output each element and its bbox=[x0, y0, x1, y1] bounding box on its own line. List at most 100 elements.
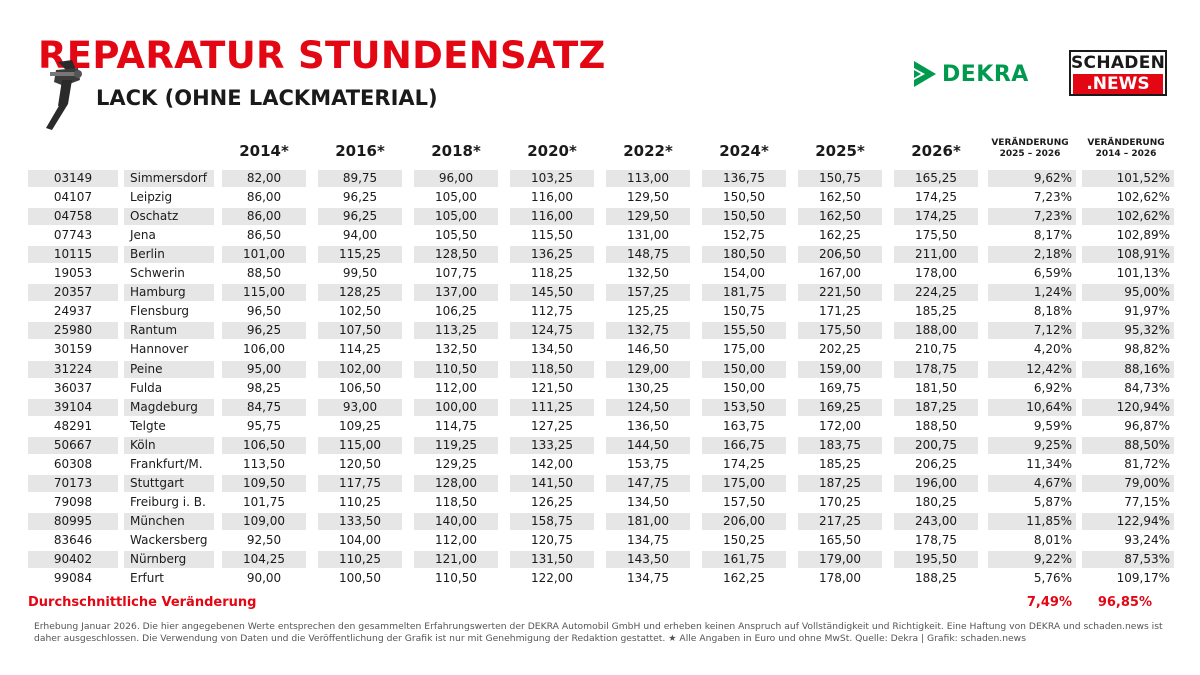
rate-cell: 131,00 bbox=[627, 228, 669, 243]
rate-cell: 121,00 bbox=[414, 551, 498, 568]
change-2014-2026-cell: 88,50% bbox=[1082, 436, 1174, 454]
rate-cell: 187,25 bbox=[798, 474, 882, 492]
rate-cell: 119,25 bbox=[414, 436, 498, 454]
table-row: 04107 Leipzig 86,00 96,25 105,00 116,00 129,50… bbox=[0, 189, 1200, 206]
rate-cell: 112,00 bbox=[435, 380, 477, 395]
rate-cell: 217,25 bbox=[798, 512, 882, 530]
postal-code-cell: 99084 bbox=[53, 571, 93, 586]
rate-cell: 140,00 bbox=[414, 512, 498, 530]
page-title: REPARATUR STUNDENSATZ bbox=[38, 34, 606, 77]
rate-cell: 105,00 bbox=[435, 190, 477, 205]
rate-cell: 174,25 bbox=[915, 190, 957, 205]
postal-code-cell: 48291 bbox=[53, 418, 93, 433]
dekra-logo: DEKRA bbox=[912, 58, 1029, 90]
city-cell: Schwerin bbox=[130, 266, 185, 281]
change-2025-2026-cell: 9,62% bbox=[988, 170, 1076, 187]
postal-code-cell: 36037 bbox=[53, 380, 93, 395]
rate-cell: 133,50 bbox=[318, 512, 402, 530]
rate-cell: 129,25 bbox=[435, 456, 477, 471]
page-subtitle: LACK (OHNE LACKMATERIAL) bbox=[96, 86, 438, 110]
change-2025-2026-cell: 7,12% bbox=[988, 322, 1076, 340]
city-cell: Erfurt bbox=[130, 571, 164, 586]
rate-cell: 162,25 bbox=[819, 228, 861, 243]
column-header: 2016* bbox=[335, 142, 385, 160]
change-header-line: VERÄNDERUNG bbox=[991, 138, 1069, 148]
rate-cell: 129,00 bbox=[606, 360, 690, 378]
rate-cell: 90,00 bbox=[246, 571, 282, 586]
rate-cell: 134,75 bbox=[627, 532, 669, 547]
postal-code-cell: 03149 bbox=[28, 170, 118, 187]
rate-cell: 95,00 bbox=[222, 360, 306, 378]
rate-cell: 221,50 bbox=[798, 284, 882, 302]
rate-cell: 110,25 bbox=[318, 551, 402, 568]
rate-cell: 113,50 bbox=[243, 456, 285, 471]
rate-cell: 114,75 bbox=[435, 418, 477, 433]
rate-cell: 185,25 bbox=[915, 304, 957, 319]
rate-cell: 188,50 bbox=[915, 418, 957, 433]
rate-cell: 178,75 bbox=[915, 532, 957, 547]
column-header: 2014* bbox=[239, 142, 289, 160]
rate-cell: 110,50 bbox=[435, 571, 477, 586]
city-cell: München bbox=[124, 512, 214, 530]
change-header-line: 2014 – 2026 bbox=[1095, 149, 1157, 159]
rate-cell: 107,50 bbox=[318, 322, 402, 340]
dekra-logo-text: DEKRA bbox=[942, 61, 1029, 87]
rate-cell: 163,75 bbox=[723, 418, 765, 433]
change-2014-2026-cell: 120,94% bbox=[1082, 398, 1174, 416]
change-2014-2026-cell: 96,87% bbox=[1124, 418, 1170, 433]
rate-cell: 171,25 bbox=[819, 304, 861, 319]
rate-cell: 105,50 bbox=[435, 228, 477, 243]
rate-cell: 117,75 bbox=[318, 474, 402, 492]
rate-cell: 178,75 bbox=[894, 360, 978, 378]
rate-cell: 134,50 bbox=[627, 494, 669, 509]
rate-cell: 93,00 bbox=[318, 398, 402, 416]
schaden-news-logo-bottom: .NEWS bbox=[1073, 74, 1163, 94]
rate-cell: 155,50 bbox=[702, 322, 786, 340]
rate-cell: 96,50 bbox=[246, 304, 282, 319]
change-2014-2026-cell: 101,52% bbox=[1082, 170, 1174, 187]
change-2025-2026-cell: 11,34% bbox=[1026, 456, 1072, 471]
rate-cell: 158,75 bbox=[510, 512, 594, 530]
rate-cell: 101,75 bbox=[243, 494, 285, 509]
rate-cell: 178,00 bbox=[915, 266, 957, 281]
change-2014-2026-cell: 88,16% bbox=[1082, 360, 1174, 378]
change-2014-2026-cell: 79,00% bbox=[1082, 474, 1174, 492]
rate-cell: 202,25 bbox=[819, 342, 861, 357]
rate-cell: 82,00 bbox=[222, 170, 306, 187]
postal-code-cell: 79098 bbox=[53, 494, 93, 509]
change-2025-2026-cell: 9,22% bbox=[988, 551, 1076, 568]
rate-cell: 115,00 bbox=[318, 436, 402, 454]
rate-cell: 162,25 bbox=[723, 571, 765, 586]
change-2025-2026-cell: 7,23% bbox=[1033, 190, 1072, 205]
rate-cell: 100,50 bbox=[339, 571, 381, 586]
rate-cell: 112,00 bbox=[435, 532, 477, 547]
rate-cell: 147,75 bbox=[606, 474, 690, 492]
rate-cell: 150,50 bbox=[702, 208, 786, 226]
rate-cell: 110,50 bbox=[414, 360, 498, 378]
rate-cell: 224,25 bbox=[894, 284, 978, 302]
postal-code-cell: 90402 bbox=[28, 551, 118, 568]
rate-cell: 106,25 bbox=[435, 304, 477, 319]
rate-cell: 136,50 bbox=[627, 418, 669, 433]
city-cell: Rantum bbox=[124, 322, 214, 340]
change-2025-2026-cell: 10,64% bbox=[988, 398, 1076, 416]
rate-cell: 116,00 bbox=[531, 190, 573, 205]
rate-cell: 113,25 bbox=[414, 322, 498, 340]
rate-cell: 150,75 bbox=[723, 304, 765, 319]
rate-cell: 124,75 bbox=[510, 322, 594, 340]
change-2014-2026-cell: 93,24% bbox=[1124, 532, 1170, 547]
rate-cell: 162,50 bbox=[798, 208, 882, 226]
rate-cell: 154,00 bbox=[723, 266, 765, 281]
rate-cell: 86,50 bbox=[246, 228, 282, 243]
city-cell: Stuttgart bbox=[124, 474, 214, 492]
rate-cell: 99,50 bbox=[342, 266, 378, 281]
rate-cell: 179,00 bbox=[798, 551, 882, 568]
change-2014-2026-cell: 84,73% bbox=[1124, 380, 1170, 395]
city-cell: Telgte bbox=[130, 418, 166, 433]
rate-cell: 133,25 bbox=[510, 436, 594, 454]
rate-cell: 111,25 bbox=[510, 398, 594, 416]
rate-cell: 185,25 bbox=[819, 456, 861, 471]
postal-code-cell: 24937 bbox=[53, 304, 93, 319]
change-2025-2026-cell: 2,18% bbox=[988, 246, 1076, 264]
rate-cell: 181,00 bbox=[606, 512, 690, 530]
